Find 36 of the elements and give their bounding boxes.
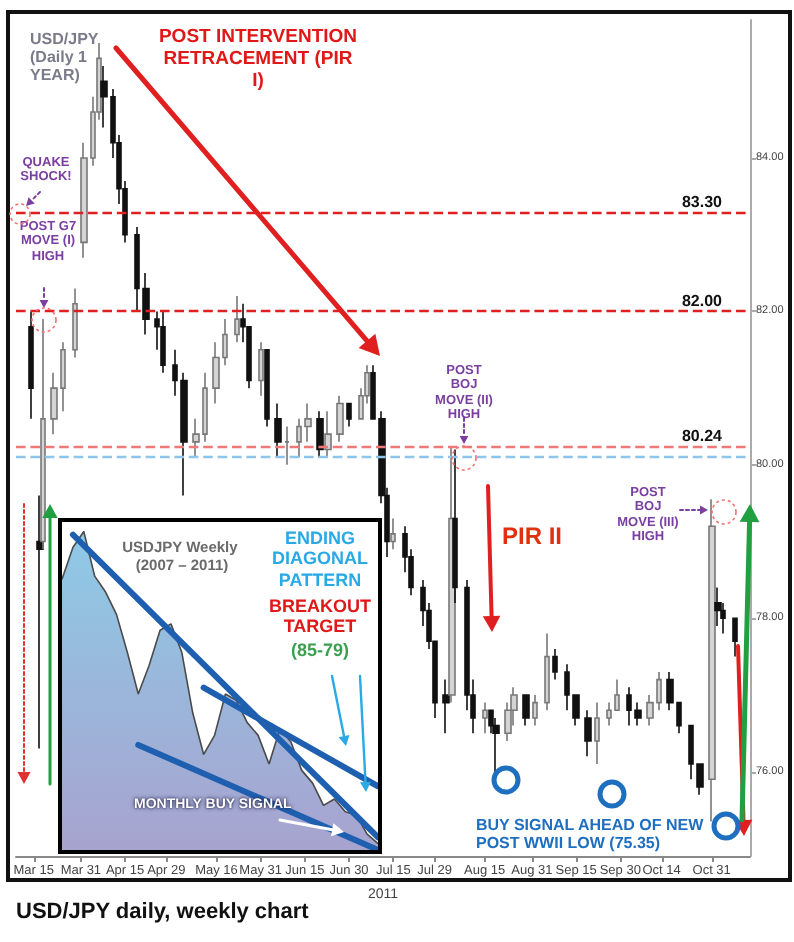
candlestick <box>274 402 282 458</box>
ref-line-label: 83.30 <box>681 192 724 211</box>
candlestick <box>258 341 264 397</box>
candlestick <box>346 402 352 428</box>
annotation: PIR II <box>502 522 565 552</box>
candlestick <box>72 287 78 359</box>
candlestick <box>532 694 538 727</box>
candlestick <box>594 701 600 765</box>
candlestick <box>522 694 530 727</box>
candlestick <box>442 678 450 735</box>
annotation: ENDING DIAGONAL PATTERN <box>270 528 370 591</box>
candlestick <box>492 717 500 777</box>
annotation: BUY SIGNAL AHEAD OF NEW POST WWII LOW (75.35) <box>476 816 706 853</box>
candlestick <box>544 632 550 712</box>
candlestick <box>708 498 716 823</box>
candlestick <box>264 349 270 428</box>
ref-line-label: 82.00 <box>681 292 724 311</box>
candlestick <box>732 617 738 658</box>
annotation: POST INTERVENTION RETRACEMENT (PIR I) <box>158 26 358 94</box>
ref-line-label: 80.24 <box>681 427 724 446</box>
text: USD/JPY (Daily 1 YEAR) <box>30 30 103 84</box>
candlestick <box>336 395 344 443</box>
candlestick <box>552 648 558 681</box>
candlestick <box>28 310 34 420</box>
annotation: (85-79) <box>288 640 351 661</box>
candlestick <box>160 310 166 374</box>
candlestick <box>284 425 290 466</box>
candlestick <box>584 709 592 758</box>
candlestick <box>316 410 324 458</box>
candlestick <box>482 701 488 735</box>
text: USD/JPY daily, weekly chart <box>16 900 311 926</box>
candlestick <box>714 586 722 627</box>
annotation: BREAKOUT TARGET <box>267 596 373 638</box>
candlestick <box>234 295 240 343</box>
candlestick <box>390 517 396 551</box>
candlestick <box>324 410 332 458</box>
